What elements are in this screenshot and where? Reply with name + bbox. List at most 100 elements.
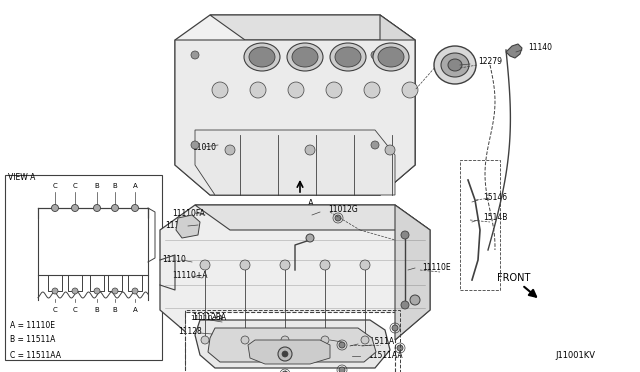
Circle shape xyxy=(278,347,292,361)
Circle shape xyxy=(280,260,290,270)
Circle shape xyxy=(111,205,118,212)
Text: C = 11511AA: C = 11511AA xyxy=(10,350,61,359)
Text: C: C xyxy=(52,183,58,189)
Circle shape xyxy=(250,82,266,98)
Polygon shape xyxy=(208,328,376,362)
Circle shape xyxy=(93,205,100,212)
Text: VIEW A: VIEW A xyxy=(8,173,35,183)
Text: 11140: 11140 xyxy=(528,44,552,52)
Ellipse shape xyxy=(441,53,469,77)
Circle shape xyxy=(371,141,379,149)
Ellipse shape xyxy=(434,46,476,84)
Circle shape xyxy=(335,215,341,221)
Circle shape xyxy=(201,336,209,344)
Text: 11112BA: 11112BA xyxy=(192,314,226,323)
Polygon shape xyxy=(380,15,415,195)
Polygon shape xyxy=(176,215,200,238)
Bar xyxy=(460,160,500,290)
Polygon shape xyxy=(248,340,330,364)
Text: B: B xyxy=(95,307,99,313)
Text: 11012G: 11012G xyxy=(328,205,358,215)
Polygon shape xyxy=(195,320,390,368)
Circle shape xyxy=(306,234,314,242)
Circle shape xyxy=(282,351,288,357)
Text: B = 11511A: B = 11511A xyxy=(10,336,56,344)
Circle shape xyxy=(131,205,138,212)
Circle shape xyxy=(410,295,420,305)
Circle shape xyxy=(191,141,199,149)
Polygon shape xyxy=(195,130,395,195)
Bar xyxy=(5,175,162,360)
Text: 12279: 12279 xyxy=(478,58,502,67)
Circle shape xyxy=(401,231,409,239)
Ellipse shape xyxy=(448,59,462,71)
Text: 11511AA: 11511AA xyxy=(368,352,403,360)
Bar xyxy=(185,312,395,372)
Circle shape xyxy=(360,260,370,270)
Text: A: A xyxy=(132,307,138,313)
Text: 11128: 11128 xyxy=(178,327,202,337)
Ellipse shape xyxy=(373,43,409,71)
Ellipse shape xyxy=(335,47,361,67)
Circle shape xyxy=(397,345,403,351)
Circle shape xyxy=(364,82,380,98)
Circle shape xyxy=(112,288,118,294)
Circle shape xyxy=(361,336,369,344)
Circle shape xyxy=(241,336,249,344)
Circle shape xyxy=(51,205,58,212)
Text: 11121Z: 11121Z xyxy=(165,221,194,231)
Text: B: B xyxy=(95,183,99,189)
Text: 11110+A: 11110+A xyxy=(172,272,207,280)
Circle shape xyxy=(240,260,250,270)
Circle shape xyxy=(132,288,138,294)
Ellipse shape xyxy=(287,43,323,71)
Text: 11110FA: 11110FA xyxy=(172,208,205,218)
Ellipse shape xyxy=(292,47,318,67)
Text: C: C xyxy=(52,307,58,313)
Circle shape xyxy=(402,82,418,98)
Circle shape xyxy=(72,288,78,294)
Circle shape xyxy=(401,301,409,309)
Circle shape xyxy=(72,205,79,212)
Polygon shape xyxy=(395,205,430,340)
Text: FRONT: FRONT xyxy=(497,273,531,283)
Text: 11110: 11110 xyxy=(162,256,186,264)
Circle shape xyxy=(191,51,199,59)
Text: 11110+A: 11110+A xyxy=(190,315,223,321)
Circle shape xyxy=(94,288,100,294)
Circle shape xyxy=(371,51,379,59)
Text: 11110E: 11110E xyxy=(422,263,451,273)
Text: 11010: 11010 xyxy=(192,142,216,151)
Polygon shape xyxy=(506,44,522,58)
Circle shape xyxy=(281,336,289,344)
Circle shape xyxy=(385,145,395,155)
Text: A: A xyxy=(132,183,138,189)
Text: C: C xyxy=(72,307,77,313)
Ellipse shape xyxy=(244,43,280,71)
Circle shape xyxy=(288,82,304,98)
Ellipse shape xyxy=(249,47,275,67)
Polygon shape xyxy=(160,205,430,340)
Circle shape xyxy=(326,82,342,98)
Circle shape xyxy=(320,260,330,270)
Text: 15146: 15146 xyxy=(483,193,507,202)
Circle shape xyxy=(200,260,210,270)
Text: A: A xyxy=(308,199,314,208)
Ellipse shape xyxy=(330,43,366,71)
Circle shape xyxy=(339,342,345,348)
Text: 11110A: 11110A xyxy=(310,334,339,343)
Text: J11001KV: J11001KV xyxy=(555,351,595,360)
Text: B: B xyxy=(113,307,117,313)
Polygon shape xyxy=(175,15,415,195)
Text: 11511A: 11511A xyxy=(365,337,394,346)
Circle shape xyxy=(225,145,235,155)
Circle shape xyxy=(321,336,329,344)
Circle shape xyxy=(52,288,58,294)
Text: 1514B: 1514B xyxy=(483,214,508,222)
Circle shape xyxy=(339,367,345,372)
Text: C: C xyxy=(72,183,77,189)
Circle shape xyxy=(305,145,315,155)
Bar xyxy=(185,310,400,372)
Polygon shape xyxy=(195,205,430,230)
Circle shape xyxy=(282,371,288,372)
